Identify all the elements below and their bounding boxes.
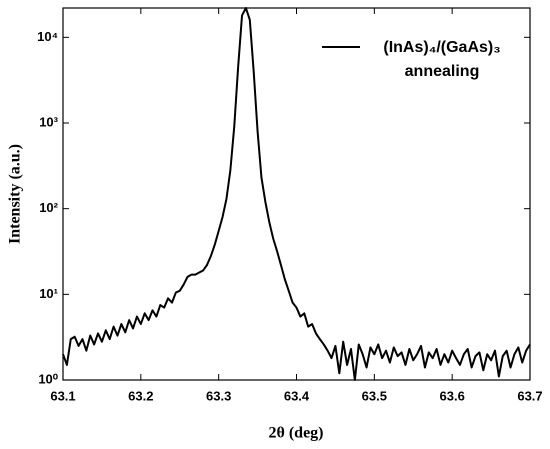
x-axis-label: 2θ (deg) bbox=[268, 425, 323, 442]
y-tick-label: 10⁰ bbox=[38, 371, 58, 386]
x-tick-label: 63.3 bbox=[206, 388, 231, 403]
x-tick-label: 63.2 bbox=[128, 388, 153, 403]
y-tick-label: 10⁴ bbox=[37, 29, 58, 44]
y-axis-label: Intensity (a.u.) bbox=[7, 144, 24, 244]
x-tick-label: 63.1 bbox=[50, 388, 75, 403]
x-tick-label: 63.7 bbox=[517, 388, 542, 403]
y-tick-label: 10³ bbox=[39, 114, 58, 129]
y-tick-label: 10² bbox=[39, 200, 58, 215]
y-tick-label: 10¹ bbox=[39, 286, 58, 301]
x-tick-label: 63.4 bbox=[284, 388, 310, 403]
x-tick-label: 63.5 bbox=[362, 388, 387, 403]
legend-label: (InAs)₄/(GaAs)₃ annealing bbox=[383, 39, 501, 80]
x-tick-label: 63.6 bbox=[440, 388, 465, 403]
data-line bbox=[62, 7, 531, 381]
